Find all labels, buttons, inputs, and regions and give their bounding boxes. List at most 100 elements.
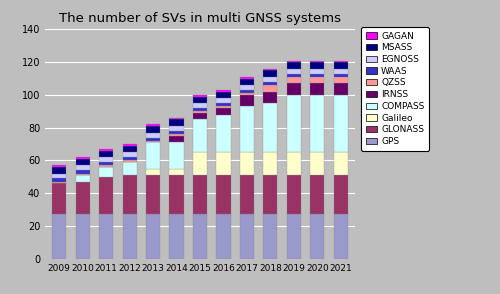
Bar: [287, 175, 301, 215]
Bar: [52, 173, 66, 178]
Bar: [240, 93, 254, 95]
Bar: [264, 103, 278, 152]
Bar: [287, 62, 301, 69]
Bar: [240, 152, 254, 175]
Bar: [334, 69, 348, 74]
Bar: [334, 77, 348, 83]
Bar: [99, 165, 113, 167]
Bar: [264, 69, 278, 70]
Bar: [216, 92, 230, 98]
Bar: [170, 169, 183, 175]
Bar: [310, 61, 324, 62]
Bar: [146, 141, 160, 142]
Bar: [287, 215, 301, 259]
Bar: [240, 95, 254, 106]
Bar: [193, 152, 207, 175]
Bar: [334, 83, 348, 95]
Bar: [122, 146, 136, 152]
Bar: [240, 90, 254, 93]
Bar: [310, 95, 324, 152]
Bar: [216, 90, 230, 92]
Bar: [76, 157, 90, 159]
Bar: [216, 98, 230, 103]
Bar: [264, 215, 278, 259]
Bar: [264, 70, 278, 77]
Bar: [193, 103, 207, 108]
Bar: [216, 115, 230, 152]
Bar: [287, 77, 301, 83]
Bar: [122, 175, 136, 215]
Bar: [216, 152, 230, 175]
Bar: [52, 178, 66, 182]
Bar: [264, 152, 278, 175]
Bar: [170, 136, 183, 142]
Bar: [99, 167, 113, 177]
Bar: [76, 175, 90, 182]
Bar: [146, 175, 160, 215]
Bar: [193, 119, 207, 152]
Bar: [310, 215, 324, 259]
Bar: [240, 215, 254, 259]
Bar: [216, 108, 230, 115]
Bar: [52, 167, 66, 173]
Bar: [122, 161, 136, 162]
Bar: [287, 61, 301, 62]
Bar: [310, 62, 324, 69]
Bar: [287, 74, 301, 77]
Bar: [193, 113, 207, 119]
Bar: [287, 152, 301, 175]
Bar: [310, 74, 324, 77]
Bar: [216, 103, 230, 106]
Legend: GAGAN, MSASS, EGNOSS, WAAS, QZSS, IRNSS, COMPASS, Galileo, GLONASS, GPS: GAGAN, MSASS, EGNOSS, WAAS, QZSS, IRNSS,…: [361, 27, 429, 151]
Bar: [264, 82, 278, 85]
Bar: [99, 162, 113, 165]
Bar: [240, 85, 254, 90]
Bar: [146, 138, 160, 141]
Bar: [170, 119, 183, 126]
Bar: [264, 77, 278, 82]
Bar: [334, 175, 348, 215]
Bar: [122, 157, 136, 161]
Title: The number of SVs in multi GNSS systems: The number of SVs in multi GNSS systems: [59, 12, 341, 26]
Bar: [52, 165, 66, 167]
Bar: [99, 151, 113, 157]
Bar: [287, 69, 301, 74]
Bar: [240, 78, 254, 85]
Bar: [216, 106, 230, 108]
Bar: [310, 69, 324, 74]
Bar: [170, 126, 183, 131]
Bar: [240, 77, 254, 78]
Bar: [76, 159, 90, 165]
Bar: [76, 215, 90, 259]
Bar: [264, 85, 278, 92]
Bar: [193, 111, 207, 113]
Bar: [216, 215, 230, 259]
Bar: [76, 170, 90, 173]
Bar: [146, 133, 160, 138]
Bar: [170, 215, 183, 259]
Bar: [170, 118, 183, 119]
Bar: [240, 106, 254, 152]
Bar: [193, 175, 207, 215]
Bar: [99, 177, 113, 215]
Bar: [76, 173, 90, 175]
Bar: [99, 215, 113, 259]
Bar: [310, 77, 324, 83]
Bar: [193, 215, 207, 259]
Bar: [240, 175, 254, 215]
Bar: [310, 152, 324, 175]
Bar: [122, 162, 136, 175]
Bar: [310, 83, 324, 95]
Bar: [216, 175, 230, 215]
Bar: [334, 61, 348, 62]
Bar: [193, 95, 207, 96]
Bar: [334, 95, 348, 152]
Bar: [287, 95, 301, 152]
Bar: [310, 175, 324, 215]
Bar: [99, 157, 113, 162]
Bar: [52, 182, 66, 183]
Bar: [146, 124, 160, 126]
Bar: [334, 74, 348, 77]
Bar: [264, 92, 278, 103]
Bar: [334, 62, 348, 69]
